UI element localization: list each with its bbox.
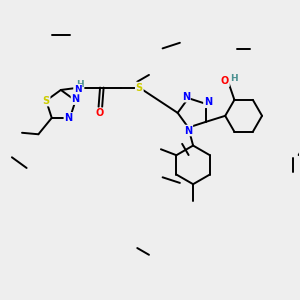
Text: O: O — [221, 76, 229, 86]
Text: N: N — [71, 94, 80, 104]
Text: H: H — [230, 74, 238, 83]
Text: O: O — [96, 108, 104, 118]
Text: S: S — [136, 82, 143, 93]
Text: H: H — [76, 80, 84, 88]
Text: N: N — [182, 92, 190, 102]
Text: N: N — [204, 97, 212, 107]
Text: N: N — [74, 85, 82, 94]
Text: S: S — [43, 96, 50, 106]
Text: N: N — [184, 125, 192, 136]
Text: N: N — [64, 113, 73, 123]
